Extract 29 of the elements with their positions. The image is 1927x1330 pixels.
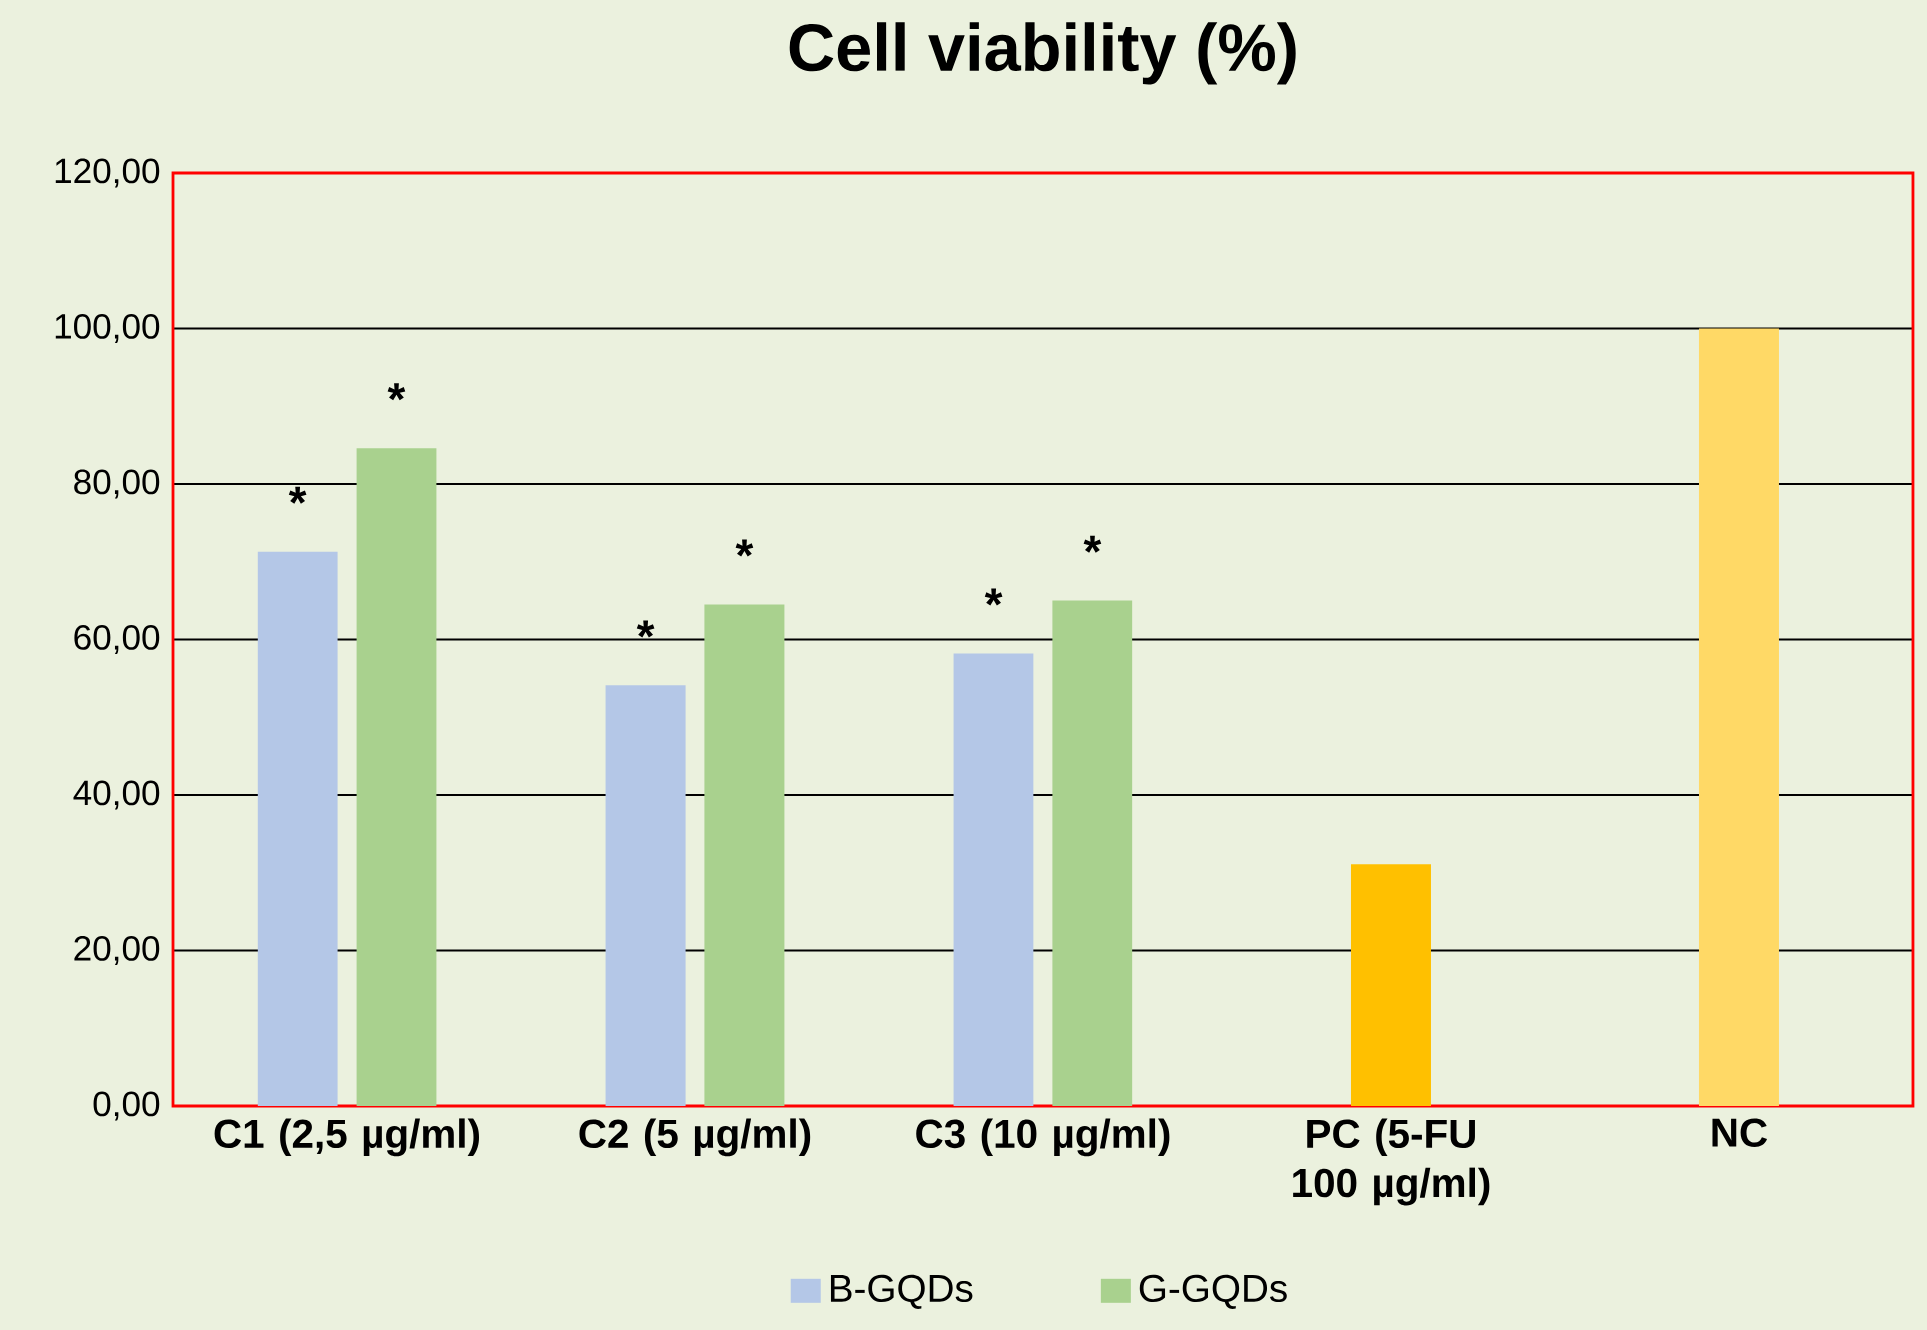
bar — [953, 653, 1034, 1106]
annotation: * — [288, 486, 307, 504]
y-tick-label: 0,00 — [93, 1091, 160, 1121]
bar — [605, 685, 686, 1106]
y-tick-label: 40,00 — [73, 780, 160, 810]
y-tick-label: 60,00 — [74, 624, 160, 655]
bar — [356, 448, 437, 1106]
bar — [704, 604, 785, 1106]
y-tick-label: 80,00 — [74, 469, 160, 499]
annotation: * — [735, 539, 754, 557]
y-tick-label: 100,00 — [55, 313, 160, 344]
bar — [1350, 864, 1431, 1106]
bar — [257, 551, 338, 1106]
x-tick-label: C2 (5 µg/ml) — [579, 1118, 811, 1157]
x-tick-label: PC (5-FU 100 µg/ml) — [1293, 1118, 1490, 1206]
x-tick-label: NC — [1712, 1118, 1768, 1148]
y-tick-label: 20,00 — [74, 935, 160, 966]
chart-title: Cell viability (%) — [789, 22, 1296, 85]
annotation: * — [1083, 535, 1102, 553]
annotation: * — [636, 620, 655, 638]
x-tick-label: C1 (2,5 µg/ml) — [214, 1118, 480, 1157]
bar — [1052, 600, 1133, 1106]
x-tick-label: C3 (10 µg/ml) — [916, 1118, 1170, 1157]
legend-label: G-GQDs — [1139, 1274, 1287, 1309]
annotation: * — [387, 383, 406, 401]
legend-label: B-GQDs — [830, 1274, 973, 1309]
bar — [1698, 328, 1779, 1106]
annotation: * — [984, 588, 1003, 606]
y-tick-label: 120,00 — [55, 158, 160, 188]
